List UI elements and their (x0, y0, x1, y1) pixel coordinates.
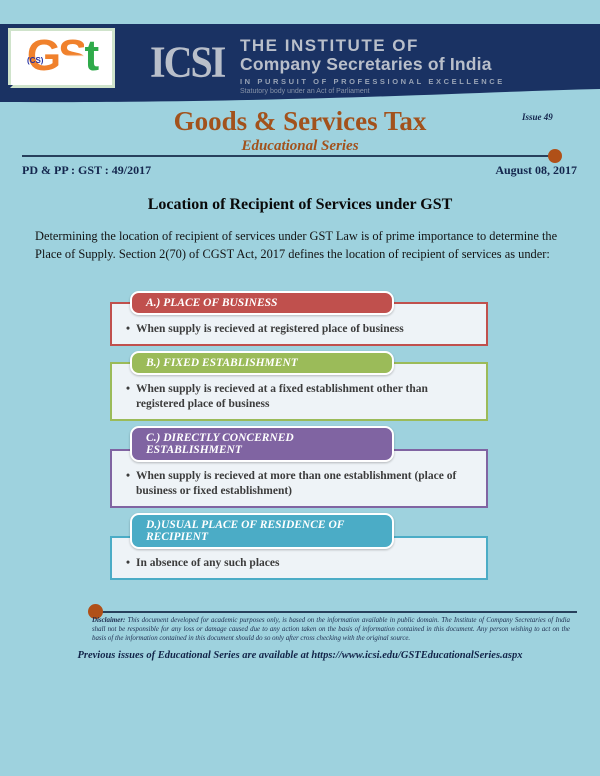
institute-name-line1: THE INSTITUTE OF (240, 36, 419, 55)
icsi-logo: ICSI (150, 37, 226, 87)
institute-statutory-note: Statutory body under an Act of Parliamen… (240, 88, 370, 96)
disclaimer-body: This document developed for academic pur… (92, 617, 570, 642)
reference-number: PD & PP : GST : 49/2017 (22, 163, 152, 177)
card-point: • When supply is recieved at a fixed est… (126, 382, 477, 412)
card-header-usual-place-of-residence: D.)USUAL PLACE OF RESIDENCE OF RECIPIENT (130, 512, 394, 549)
article-intro: Determining the location of recipient of… (35, 229, 558, 261)
card-point-text: When supply is recieved at a fixed estab… (136, 382, 428, 410)
disclaimer-label: Disclaimer: (92, 617, 126, 624)
footer-rule (96, 611, 577, 613)
gst-letter-s: S (58, 31, 87, 80)
gst-logo-letters: GSt (26, 31, 99, 80)
header-band-wave (0, 24, 600, 103)
gst-logo-pointer-icon (2, 85, 13, 96)
definition-cards: A.) PLACE OF BUSINESS • When supply is r… (110, 291, 488, 585)
card-header-fixed-establishment: B.) FIXED ESTABLISHMENT (130, 350, 394, 375)
issue-number: Issue 49 (522, 112, 553, 122)
bullet-icon: • (126, 382, 131, 395)
article-heading: Location of Recipient of Services under … (147, 196, 453, 213)
card-header-directly-concerned-establishment: C.) DIRECTLY CONCERNED ESTABLISHMENT (130, 425, 394, 462)
institute-name-line2: Company Secretaries of India (240, 53, 492, 74)
masthead-rule-dot-icon (548, 149, 562, 163)
card-point-text: When supply is recieved at registered pl… (136, 323, 404, 335)
issue-date: August 08, 2017 (495, 163, 577, 177)
card-header-place-of-business: A.) PLACE OF BUSINESS (130, 291, 394, 315)
institute-motto: IN PURSUIT OF PROFESSIONAL EXCELLENCE (240, 77, 505, 87)
institute-name-block: THE INSTITUTE OF Company Secretaries of … (240, 37, 505, 95)
gst-logo-cs-text: (CS) (27, 56, 44, 65)
definition-card-c: C.) DIRECTLY CONCERNED ESTABLISHMENT • W… (110, 425, 488, 508)
card-point: • When supply is recieved at registered … (126, 322, 477, 337)
gst-letter-g: G (26, 31, 61, 80)
previous-issues-note: Previous issues of Educational Series ar… (77, 650, 523, 661)
card-point: • In absence of any such places (126, 556, 477, 571)
masthead-rule (22, 155, 555, 157)
newsletter-subtitle: Educational Series (241, 138, 359, 154)
definition-card-a: A.) PLACE OF BUSINESS • When supply is r… (110, 291, 488, 346)
newsletter-title: Goods & Services Tax (173, 106, 427, 136)
definition-card-b: B.) FIXED ESTABLISHMENT • When supply is… (110, 350, 488, 421)
gst-letter-t: t (84, 31, 99, 80)
bullet-icon: • (126, 556, 131, 569)
bullet-icon: • (126, 323, 131, 335)
disclaimer-text: Disclaimer: This document developed for … (92, 617, 570, 644)
card-point-text: When supply is recieved at more than one… (136, 469, 457, 497)
definition-card-d: D.)USUAL PLACE OF RESIDENCE OF RECIPIENT… (110, 512, 488, 580)
footer-rule-dot-icon (88, 604, 103, 619)
gst-logo: GSt (CS) (8, 28, 115, 88)
card-point: • When supply is recieved at more than o… (126, 469, 477, 499)
bullet-icon: • (126, 469, 131, 482)
card-point-text: In absence of any such places (136, 556, 280, 569)
